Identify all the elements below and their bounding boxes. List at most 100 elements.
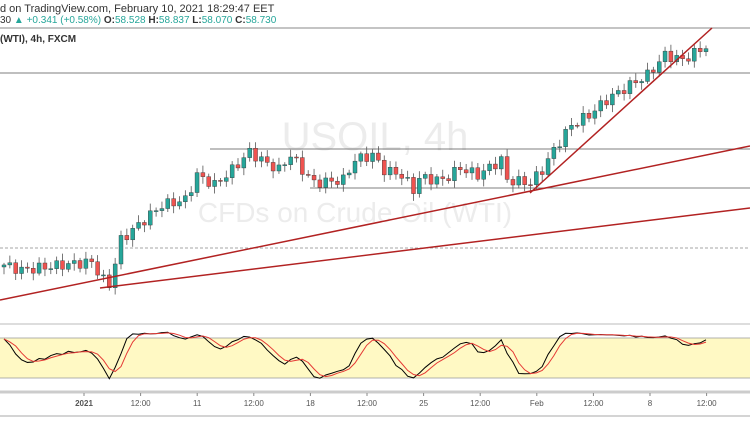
candle bbox=[165, 198, 171, 209]
candle bbox=[300, 157, 305, 175]
candle bbox=[136, 222, 141, 229]
candle bbox=[341, 174, 346, 185]
candle bbox=[107, 274, 112, 288]
candle bbox=[124, 235, 130, 241]
stochastic-d-line bbox=[3, 332, 707, 378]
candle bbox=[545, 158, 551, 175]
candle bbox=[463, 169, 469, 174]
candle bbox=[627, 80, 633, 94]
candle bbox=[481, 170, 486, 180]
candle bbox=[452, 167, 457, 181]
x-tick-label: 8 bbox=[648, 399, 653, 408]
candles bbox=[1, 41, 709, 295]
candle bbox=[83, 258, 89, 269]
candle bbox=[458, 167, 463, 170]
candle bbox=[387, 167, 393, 176]
open-value: 58.528 bbox=[114, 15, 146, 26]
watermark-symbol: USOIL, 4h bbox=[282, 115, 469, 159]
candle bbox=[376, 152, 381, 161]
candle bbox=[657, 61, 662, 73]
candle bbox=[645, 69, 650, 82]
candle bbox=[7, 262, 13, 266]
candle bbox=[329, 177, 334, 182]
x-tick-label: 11 bbox=[193, 399, 202, 408]
candle bbox=[592, 110, 598, 119]
candle bbox=[475, 167, 481, 180]
candle bbox=[89, 258, 94, 262]
candle bbox=[194, 172, 200, 193]
x-tick-label: 25 bbox=[419, 399, 428, 408]
candle bbox=[54, 260, 59, 269]
candle bbox=[218, 180, 223, 182]
candle bbox=[77, 260, 83, 269]
candle bbox=[276, 164, 282, 172]
published-caption: d on TradingView.com, February 10, 2021 … bbox=[0, 3, 275, 15]
time-axis: 2021 12:00 11 12:00 18 12:00 25 12:00 Feb 12:00 8 1… bbox=[75, 393, 717, 408]
candle bbox=[235, 164, 241, 169]
candle bbox=[551, 147, 557, 159]
candle bbox=[610, 93, 615, 106]
symbol-title: (WTI), 4h, FXCM bbox=[0, 34, 77, 45]
candle bbox=[621, 90, 627, 94]
candle bbox=[95, 261, 100, 276]
candle bbox=[534, 171, 539, 185]
candle bbox=[19, 266, 24, 274]
candle bbox=[686, 58, 691, 62]
candle bbox=[306, 174, 311, 176]
candle bbox=[71, 260, 77, 264]
x-tick-label: 12:00 bbox=[131, 399, 152, 408]
trendline-3[interactable] bbox=[529, 27, 713, 194]
x-tick-label: Feb bbox=[530, 399, 544, 408]
candle bbox=[265, 156, 270, 163]
candle bbox=[382, 159, 387, 176]
x-tick-label: 12:00 bbox=[357, 399, 378, 408]
candle bbox=[405, 177, 410, 179]
candle bbox=[399, 173, 404, 179]
candle bbox=[188, 192, 194, 196]
candle bbox=[703, 48, 709, 52]
candle bbox=[598, 100, 603, 112]
candle bbox=[159, 208, 165, 211]
candle bbox=[335, 180, 340, 185]
candle bbox=[270, 162, 276, 172]
candle bbox=[183, 195, 188, 203]
candle bbox=[428, 174, 434, 185]
low-value: 58.070 bbox=[201, 15, 233, 26]
candle bbox=[101, 274, 106, 277]
candle bbox=[586, 113, 592, 119]
candle bbox=[446, 178, 451, 181]
candle bbox=[434, 176, 440, 185]
last-price: 30 bbox=[0, 15, 12, 26]
candle bbox=[171, 198, 176, 207]
candle bbox=[311, 175, 317, 181]
candle bbox=[411, 177, 416, 194]
candle bbox=[13, 262, 18, 274]
candle bbox=[118, 235, 124, 265]
candle bbox=[580, 113, 586, 126]
candle bbox=[651, 69, 656, 73]
candle bbox=[423, 174, 428, 179]
candle bbox=[417, 178, 422, 194]
candle bbox=[177, 201, 182, 207]
candle bbox=[25, 266, 30, 269]
candle bbox=[352, 160, 358, 174]
low-label: L: bbox=[192, 15, 202, 26]
candle bbox=[130, 228, 135, 241]
candle bbox=[153, 210, 159, 212]
candle bbox=[253, 148, 258, 162]
candle bbox=[499, 156, 504, 170]
candle bbox=[241, 157, 247, 169]
candle bbox=[294, 156, 299, 159]
candle bbox=[540, 171, 545, 175]
high-label: H: bbox=[148, 15, 159, 26]
candle bbox=[282, 164, 287, 166]
high-value: 58.837 bbox=[158, 15, 190, 26]
candle bbox=[212, 180, 217, 187]
x-tick-label: 12:00 bbox=[244, 399, 265, 408]
candle bbox=[48, 268, 53, 270]
candle bbox=[142, 222, 147, 226]
trendline-2[interactable] bbox=[99, 207, 750, 289]
candle bbox=[317, 179, 323, 188]
trendline-1[interactable] bbox=[0, 145, 750, 301]
